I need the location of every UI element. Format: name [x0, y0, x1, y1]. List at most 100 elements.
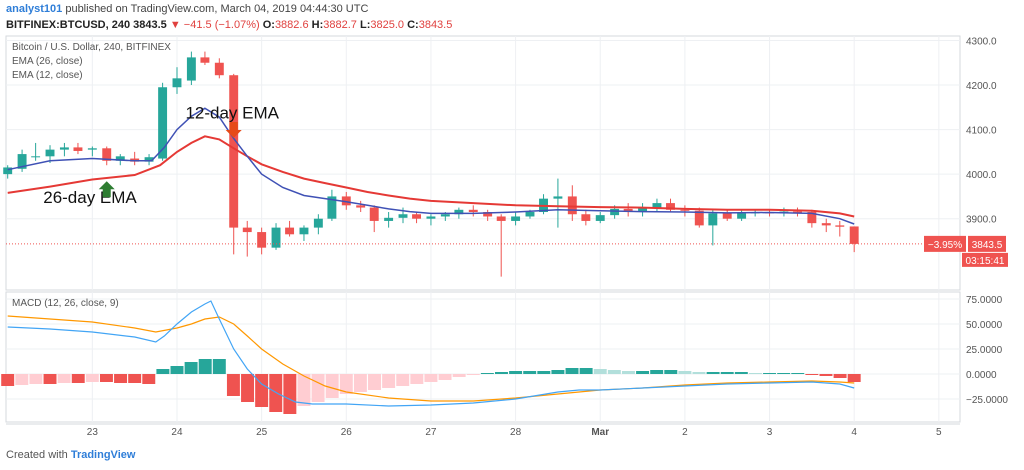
candle-body	[610, 208, 620, 216]
x-tick-label: 4	[851, 427, 857, 438]
candle-body	[257, 232, 267, 248]
macd-histogram-bar	[198, 359, 212, 374]
macd-histogram-bar	[424, 374, 438, 382]
candle-body	[793, 211, 802, 213]
macd-histogram-bar	[537, 371, 551, 374]
macd-signal-line	[7, 315, 855, 402]
price-value: 3843.5	[133, 19, 167, 31]
candle-body	[525, 212, 535, 217]
x-tick-label: 5	[936, 427, 942, 438]
candle-body	[17, 154, 27, 169]
candle-body	[398, 214, 408, 218]
legend-ema12: EMA (12, close)	[12, 70, 83, 81]
x-tick-label: Mar	[591, 427, 609, 438]
candle-body	[31, 156, 41, 158]
annotation-label: 26-day EMA	[43, 188, 137, 207]
macd-histogram-bar	[311, 374, 325, 402]
macd-histogram-bar	[678, 371, 692, 374]
candle-body	[737, 213, 747, 219]
macd-histogram-bar	[156, 369, 170, 374]
macd-tick-label: 25.0000	[966, 345, 1003, 356]
candle-body	[708, 213, 718, 226]
candle-body	[299, 227, 309, 235]
candle-body	[595, 215, 605, 221]
macd-histogram-bar	[114, 374, 128, 383]
macd-histogram-bar	[551, 370, 565, 374]
candle-body	[426, 216, 436, 219]
price-pct-bg	[924, 235, 966, 252]
ema12-line	[7, 107, 855, 225]
macd-histogram-bar	[706, 372, 720, 374]
symbol-name[interactable]: BITFINEX:BTCUSD, 240	[6, 19, 131, 31]
macd-histogram-bar	[734, 372, 748, 374]
macd-histogram-bar	[212, 359, 226, 374]
macd-histogram-bar	[241, 374, 255, 402]
footer: Created with TradingView	[6, 449, 135, 461]
ohlc-values: O:3882.6 H:3882.7 L:3825.0 C:3843.5	[262, 19, 453, 31]
macd-tick-label: 0.0000	[966, 370, 997, 381]
macd-histogram-bar	[184, 362, 198, 374]
macd-histogram-bar	[650, 370, 664, 374]
candle-body	[821, 223, 831, 226]
candle-body	[158, 87, 168, 159]
macd-histogram-bar	[1, 374, 15, 386]
macd-histogram-bar	[43, 374, 57, 384]
annotation-label: 12-day EMA	[185, 103, 279, 122]
macd-histogram-bar	[819, 374, 833, 376]
macd-tick-label: 50.0000	[966, 320, 1003, 331]
macd-histogram-bar	[480, 373, 494, 374]
price-tick-label: 4000.0	[966, 170, 997, 181]
candle-body	[229, 75, 239, 228]
ema26-line	[7, 135, 855, 218]
candle-body	[680, 209, 690, 211]
price-change: ▼ −41.5 (−1.07%)	[169, 19, 260, 31]
macd-histogram-bar	[777, 373, 791, 374]
macd-histogram-bar	[593, 369, 607, 374]
candle-body	[356, 205, 366, 208]
x-tick-label: 25	[256, 427, 268, 438]
annotation-arrow-icon	[225, 122, 242, 139]
macd-histogram-bar	[495, 372, 508, 374]
macd-histogram-bar	[57, 374, 71, 383]
author-link[interactable]: analyst101	[6, 3, 63, 15]
publish-line: analyst101 published on TradingView.com,…	[6, 3, 368, 15]
macd-histogram-bar	[833, 374, 847, 378]
macd-histogram-bar	[692, 372, 706, 374]
candle-body	[102, 148, 112, 161]
macd-histogram-bar	[466, 374, 480, 375]
macd-line	[7, 300, 855, 407]
macd-histogram-bar	[621, 371, 635, 374]
candle-body	[172, 78, 182, 88]
candle-body	[59, 147, 69, 150]
x-tick-label: 2	[682, 427, 688, 438]
candle-body	[807, 212, 817, 224]
macd-histogram-bar	[720, 372, 734, 374]
candle-body	[384, 217, 394, 221]
candle-body	[73, 147, 83, 151]
macd-histogram-bar	[523, 371, 537, 374]
candle-body	[45, 149, 55, 157]
macd-histogram-bar	[170, 366, 184, 374]
candle-body	[412, 214, 422, 219]
macd-histogram-bar	[452, 374, 466, 377]
candle-body	[242, 227, 252, 233]
x-tick-label: 27	[425, 427, 437, 438]
published-text: published on TradingView.com, March 04, …	[65, 3, 369, 15]
candle-body	[214, 62, 224, 76]
macd-histogram-bar	[636, 371, 650, 374]
macd-histogram-bar	[353, 374, 367, 392]
candle-body	[440, 214, 450, 217]
x-tick-label: 23	[87, 427, 99, 438]
candle-body	[369, 207, 379, 221]
macd-histogram-bar	[297, 374, 311, 406]
macd-histogram-bar	[509, 371, 523, 374]
candle-body	[87, 148, 97, 150]
candle-body	[553, 196, 563, 199]
macd-tick-label: −25.0000	[966, 395, 1008, 406]
tradingview-logo[interactable]: TradingView	[70, 449, 136, 461]
candle-body	[3, 167, 13, 175]
price-pane-title: Bitcoin / U.S. Dollar, 240, BITFINEX	[12, 42, 171, 53]
macd-histogram-bar	[142, 374, 156, 384]
candle-body	[454, 209, 464, 215]
